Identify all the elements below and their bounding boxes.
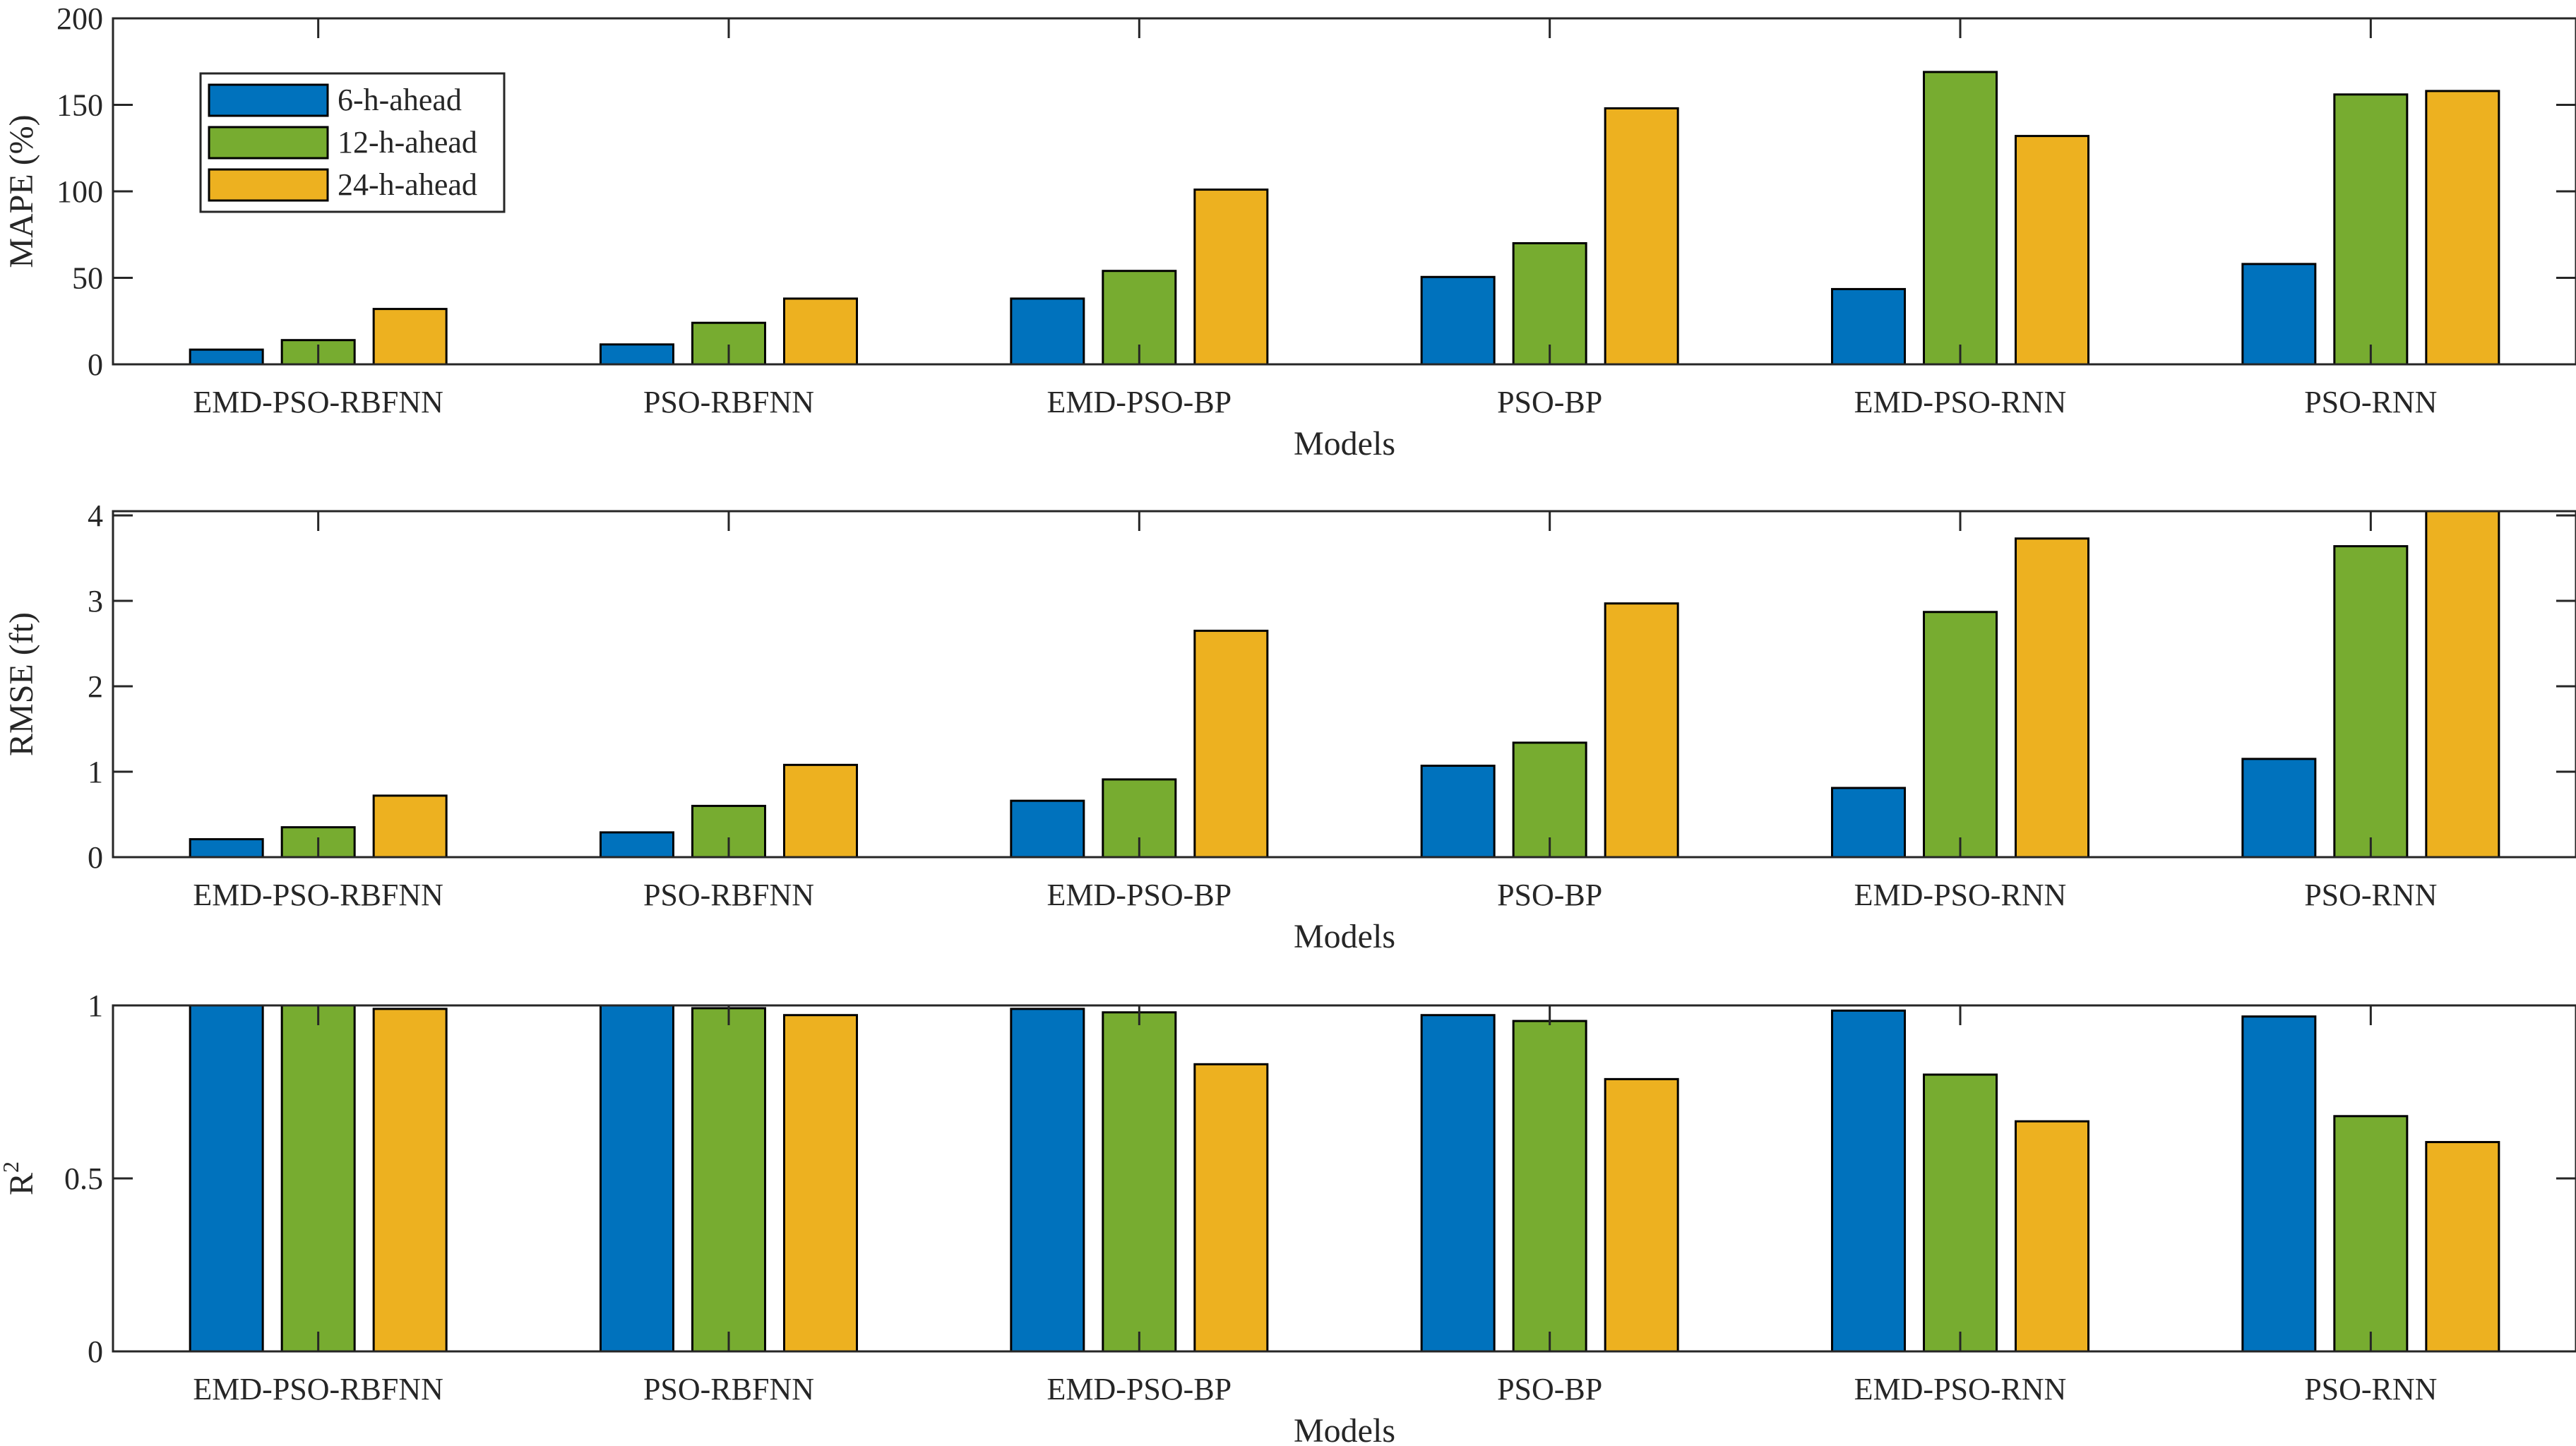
bar-12-h-ahead-EMD-PSO-RNN	[1923, 611, 1998, 859]
bar-24-h-ahead-EMD-PSO-RBFNN	[372, 308, 448, 366]
bar-24-h-ahead-PSO-RNN	[2425, 1141, 2500, 1353]
axes-frame	[112, 1004, 2576, 1353]
y-tick-label: 1	[88, 988, 103, 1023]
x-tick-label: PSO-RBFNN	[643, 878, 814, 912]
legend-label-12-h-ahead: 12-h-ahead	[338, 125, 477, 160]
bar-12-h-ahead-EMD-PSO-BP	[1102, 1011, 1177, 1353]
bar-12-h-ahead-PSO-RNN	[2333, 545, 2409, 859]
bar-6-h-ahead-PSO-RNN	[2241, 1015, 2317, 1353]
y-axis-label: RMSE (ft)	[3, 612, 40, 756]
legend-swatch-12-h-ahead	[208, 126, 329, 160]
x-tick-label: PSO-BP	[1497, 385, 1602, 419]
x-tick-label: PSO-RBFNN	[643, 1372, 814, 1406]
bar-24-h-ahead-PSO-RBFNN	[783, 763, 858, 859]
y-axis-label: MAPE (%)	[3, 114, 40, 268]
x-tick-label: EMD-PSO-RNN	[1854, 1372, 2067, 1406]
x-axis-label: Models	[1294, 425, 1395, 462]
y-tick-label: 0	[88, 1334, 103, 1369]
x-axis-label: Models	[1294, 918, 1395, 955]
legend-swatch-24-h-ahead	[208, 168, 329, 202]
x-tick-label: PSO-BP	[1497, 878, 1602, 912]
bar-24-h-ahead-EMD-PSO-RNN	[2015, 135, 2089, 366]
bar-6-h-ahead-PSO-RNN	[2241, 758, 2317, 859]
bar-6-h-ahead-EMD-PSO-RBFNN	[189, 1004, 264, 1353]
x-tick-label: EMD-PSO-BP	[1047, 385, 1232, 419]
bar-12-h-ahead-PSO-RNN	[2333, 93, 2409, 366]
x-tick-label: EMD-PSO-BP	[1047, 1372, 1232, 1406]
x-tick-label: EMD-PSO-RNN	[1854, 385, 2067, 419]
y-tick-label: 150	[56, 88, 103, 123]
bar-12-h-ahead-EMD-PSO-RNN	[1923, 71, 1998, 366]
bar-6-h-ahead-EMD-PSO-RBFNN	[189, 838, 264, 859]
bar-6-h-ahead-EMD-PSO-RNN	[1831, 787, 1906, 859]
x-tick-label: EMD-PSO-RBFNN	[193, 1372, 443, 1406]
bar-24-h-ahead-EMD-PSO-RBFNN	[372, 794, 448, 859]
chart-panel-2: 0 1 2 3 4 EMD-PSO-RBFNN PSO-RBFNN EMD-PSO-BP PSO…	[3, 498, 2576, 955]
bar-12-h-ahead-PSO-BP	[1512, 242, 1587, 366]
chart-panel-1: 0 50 100 150 200 EMD-PSO-RBFNN PSO-RBFNN EMD-PS…	[3, 1, 2576, 462]
x-tick-label: PSO-BP	[1497, 1372, 1602, 1406]
bar-6-h-ahead-PSO-BP	[1420, 765, 1496, 859]
bar-24-h-ahead-EMD-PSO-BP	[1193, 1063, 1269, 1353]
axes-frame	[112, 510, 2576, 859]
bar-24-h-ahead-PSO-BP	[1604, 1077, 1679, 1353]
y-tick-label: 4	[88, 498, 103, 533]
bar-24-h-ahead-EMD-PSO-RBFNN	[372, 1008, 448, 1353]
y-tick-label: 1	[88, 755, 103, 789]
y-tick-label: 50	[72, 261, 103, 296]
bar-6-h-ahead-EMD-PSO-RNN	[1831, 1009, 1906, 1353]
bar-6-h-ahead-EMD-PSO-BP	[1010, 799, 1085, 859]
x-tick-label: EMD-PSO-RNN	[1854, 878, 2067, 912]
bar-24-h-ahead-EMD-PSO-BP	[1193, 189, 1269, 366]
y-axis-label-superscript: 2	[0, 1161, 23, 1173]
bar-24-h-ahead-PSO-BP	[1604, 107, 1679, 366]
legend-swatch-6-h-ahead	[208, 83, 329, 117]
bar-12-h-ahead-EMD-PSO-RBFNN	[280, 1004, 356, 1353]
bar-6-h-ahead-EMD-PSO-BP	[1010, 297, 1085, 366]
bar-24-h-ahead-EMD-PSO-RNN	[2015, 1120, 2089, 1353]
y-tick-label: 2	[88, 669, 103, 704]
y-tick-label: 100	[56, 174, 103, 209]
x-tick-label: PSO-RNN	[2304, 385, 2437, 419]
y-tick-label: 0	[88, 347, 103, 382]
legend: 6-h-ahead 12-h-ahead 24-h-ahead	[199, 72, 506, 213]
bar-24-h-ahead-PSO-BP	[1604, 602, 1679, 859]
x-tick-label: PSO-RBFNN	[643, 385, 814, 419]
bar-6-h-ahead-PSO-BP	[1420, 1014, 1496, 1353]
y-tick-label: 3	[88, 584, 103, 619]
x-tick-label: PSO-RNN	[2304, 878, 2437, 912]
legend-label-6-h-ahead: 6-h-ahead	[338, 83, 462, 117]
bar-6-h-ahead-EMD-PSO-RBFNN	[189, 348, 264, 366]
x-tick-label: EMD-PSO-BP	[1047, 878, 1232, 912]
bar-6-h-ahead-PSO-RBFNN	[600, 1004, 674, 1353]
bar-6-h-ahead-PSO-RNN	[2241, 263, 2317, 366]
y-axis-label: R2	[0, 1161, 40, 1195]
bar-6-h-ahead-PSO-RBFNN	[600, 831, 674, 859]
x-tick-label: EMD-PSO-RBFNN	[193, 385, 443, 419]
x-tick-label: EMD-PSO-RBFNN	[193, 878, 443, 912]
bar-24-h-ahead-PSO-RBFNN	[783, 1014, 858, 1353]
y-tick-label: 0.5	[64, 1161, 103, 1196]
bar-6-h-ahead-EMD-PSO-RNN	[1831, 287, 1906, 366]
bar-24-h-ahead-EMD-PSO-BP	[1193, 629, 1269, 859]
bar-12-h-ahead-EMD-PSO-RNN	[1923, 1073, 1998, 1353]
bar-24-h-ahead-PSO-RNN	[2425, 90, 2500, 366]
bar-12-h-ahead-PSO-BP	[1512, 1020, 1587, 1353]
bar-24-h-ahead-PSO-RBFNN	[783, 297, 858, 366]
y-tick-label: 200	[56, 1, 103, 36]
y-tick-label: 0	[88, 840, 103, 875]
x-axis-label: Models	[1294, 1412, 1395, 1446]
bar-24-h-ahead-PSO-RNN	[2425, 510, 2500, 859]
bar-12-h-ahead-PSO-RBFNN	[691, 1007, 766, 1353]
chart-panel-3: 0 0.5 1 EMD-PSO-RBFNN PSO-RBFNN EMD-PSO-BP PSO…	[0, 988, 2576, 1446]
bar-6-h-ahead-EMD-PSO-BP	[1010, 1008, 1085, 1353]
bar-6-h-ahead-PSO-BP	[1420, 275, 1496, 366]
x-tick-label: PSO-RNN	[2304, 1372, 2437, 1406]
bar-24-h-ahead-EMD-PSO-RNN	[2015, 537, 2089, 859]
bar-6-h-ahead-PSO-RBFNN	[600, 343, 674, 366]
legend-label-24-h-ahead: 24-h-ahead	[338, 167, 477, 202]
bar-12-h-ahead-PSO-RNN	[2333, 1115, 2409, 1353]
